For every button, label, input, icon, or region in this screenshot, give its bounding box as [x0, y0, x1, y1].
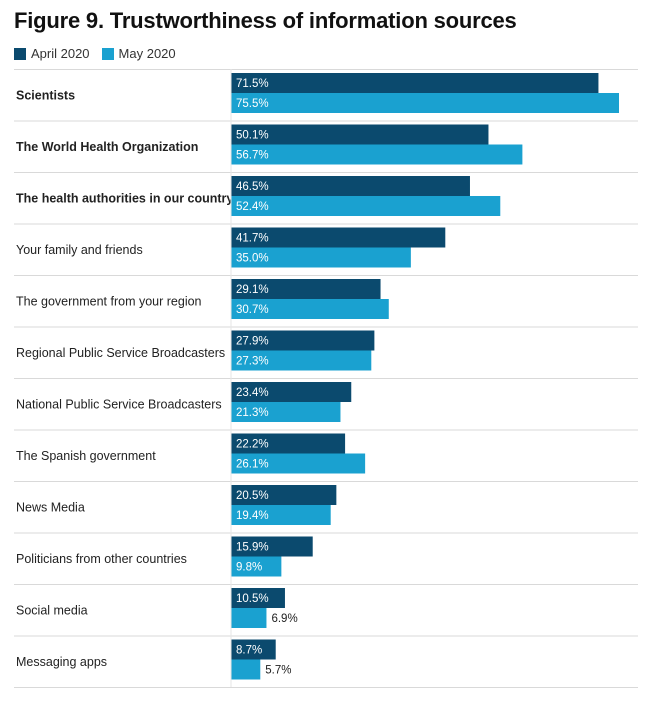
bar-may-2020: [231, 299, 389, 319]
data-label: 75.5%: [236, 98, 269, 110]
legend-swatch-april: [14, 47, 26, 60]
category-label: News Media: [16, 500, 85, 514]
bar-april-2020: [231, 382, 352, 402]
data-label: 52.4%: [236, 201, 269, 213]
category-label: The Spanish government: [16, 449, 156, 463]
data-label: 26.1%: [236, 459, 269, 471]
category-label: The World Health Organization: [16, 140, 198, 154]
bar-may-2020: [231, 93, 619, 113]
data-label: 20.5%: [236, 490, 269, 502]
data-label: 9.8%: [236, 562, 262, 574]
bar-april-2020: [231, 330, 375, 351]
bar-april-2020: [231, 124, 489, 145]
legend-label-april: April 2020: [31, 46, 90, 61]
bar-may-2020: [231, 402, 341, 422]
bar-april-2020: [231, 227, 446, 248]
bar-may-2020: [231, 350, 372, 371]
data-label: 35.0%: [236, 253, 269, 265]
data-label: 56.7%: [236, 150, 269, 162]
category-label: The health authorities in our country: [16, 191, 233, 205]
data-label: 10.5%: [236, 593, 269, 605]
category-label: Your family and friends: [16, 243, 143, 257]
bar-april-2020: [231, 639, 276, 660]
bar-may-2020: [231, 247, 411, 268]
bar-april-2020: [231, 73, 599, 93]
bar-may-2020: [231, 659, 261, 680]
legend-item-may: May 2020: [101, 46, 176, 61]
data-label: 30.7%: [236, 304, 269, 316]
bar-april-2020: [231, 588, 285, 608]
category-label: Social media: [16, 603, 88, 617]
category-label: Regional Public Service Broadcasters: [16, 346, 225, 360]
category-label: Messaging apps: [16, 655, 107, 669]
bar-may-2020: [231, 196, 501, 216]
data-label: 5.7%: [265, 665, 291, 677]
data-label: 23.4%: [236, 387, 269, 399]
bar-may-2020: [231, 453, 366, 474]
bar-april-2020: [231, 279, 381, 299]
category-label: Scientists: [16, 88, 75, 102]
data-label: 27.9%: [236, 336, 269, 348]
data-label: 8.7%: [236, 645, 262, 657]
bar-may-2020: [231, 144, 523, 165]
data-label: 29.1%: [236, 284, 269, 296]
category-label: National Public Service Broadcasters: [16, 397, 222, 411]
data-label: 46.5%: [236, 181, 269, 193]
legend-swatch-may: [101, 47, 114, 60]
data-label: 15.9%: [236, 542, 269, 554]
bar-may-2020: [231, 556, 282, 577]
data-label: 22.2%: [236, 439, 269, 451]
data-label: 21.3%: [236, 407, 269, 419]
data-label: 41.7%: [236, 233, 269, 245]
data-label: 50.1%: [236, 130, 269, 142]
bar-may-2020: [231, 505, 331, 525]
legend-item-april: April 2020: [14, 46, 90, 61]
data-label: 19.4%: [236, 510, 269, 522]
legend: April 2020 May 2020: [14, 46, 188, 61]
bar-april-2020: [231, 433, 346, 454]
category-label: Politicians from other countries: [16, 552, 187, 566]
chart-title: Figure 9. Trustworthiness of information…: [14, 8, 517, 33]
data-label: 71.5%: [236, 78, 269, 90]
bar-april-2020: [231, 176, 470, 196]
bar-april-2020: [231, 485, 337, 505]
data-label: 6.9%: [271, 613, 297, 625]
data-label: 27.3%: [236, 356, 269, 368]
bar-april-2020: [231, 536, 313, 557]
legend-label-may: May 2020: [118, 46, 176, 61]
bar-may-2020: [231, 608, 267, 628]
category-label: The government from your region: [16, 294, 202, 308]
